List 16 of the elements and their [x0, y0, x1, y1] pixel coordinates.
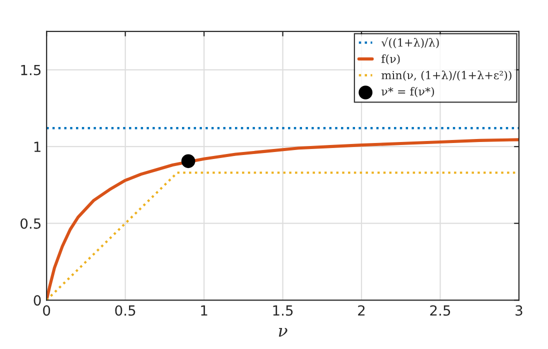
x-tick-label: 3 [516, 305, 522, 316]
y-tick-label: 0.5 [20, 218, 41, 229]
x-tick-label: 2 [358, 305, 365, 316]
x-axis-title: ν [278, 328, 288, 337]
legend-label: ν* = f(ν*) [382, 87, 434, 98]
legend-label: f(ν) [382, 54, 400, 65]
x-tick-label: 0 [43, 305, 50, 316]
y-tick-label: 0 [34, 295, 41, 306]
x-tick-label: 1.5 [273, 305, 293, 316]
x-tick-label: 2.5 [430, 305, 450, 316]
legend-label: min(ν, (1+λ)/(1+λ+ε²)) [382, 70, 512, 81]
x-tick-label: 1 [201, 305, 208, 316]
x-tick-label: 0.5 [115, 305, 136, 316]
y-tick-label: 1.5 [21, 64, 41, 76]
legend-label: √((1+λ)/λ) [381, 38, 439, 48]
y-tick-label: 1 [34, 142, 40, 152]
